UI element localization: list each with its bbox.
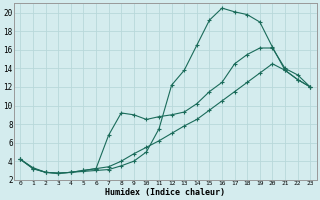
X-axis label: Humidex (Indice chaleur): Humidex (Indice chaleur) — [105, 188, 225, 197]
